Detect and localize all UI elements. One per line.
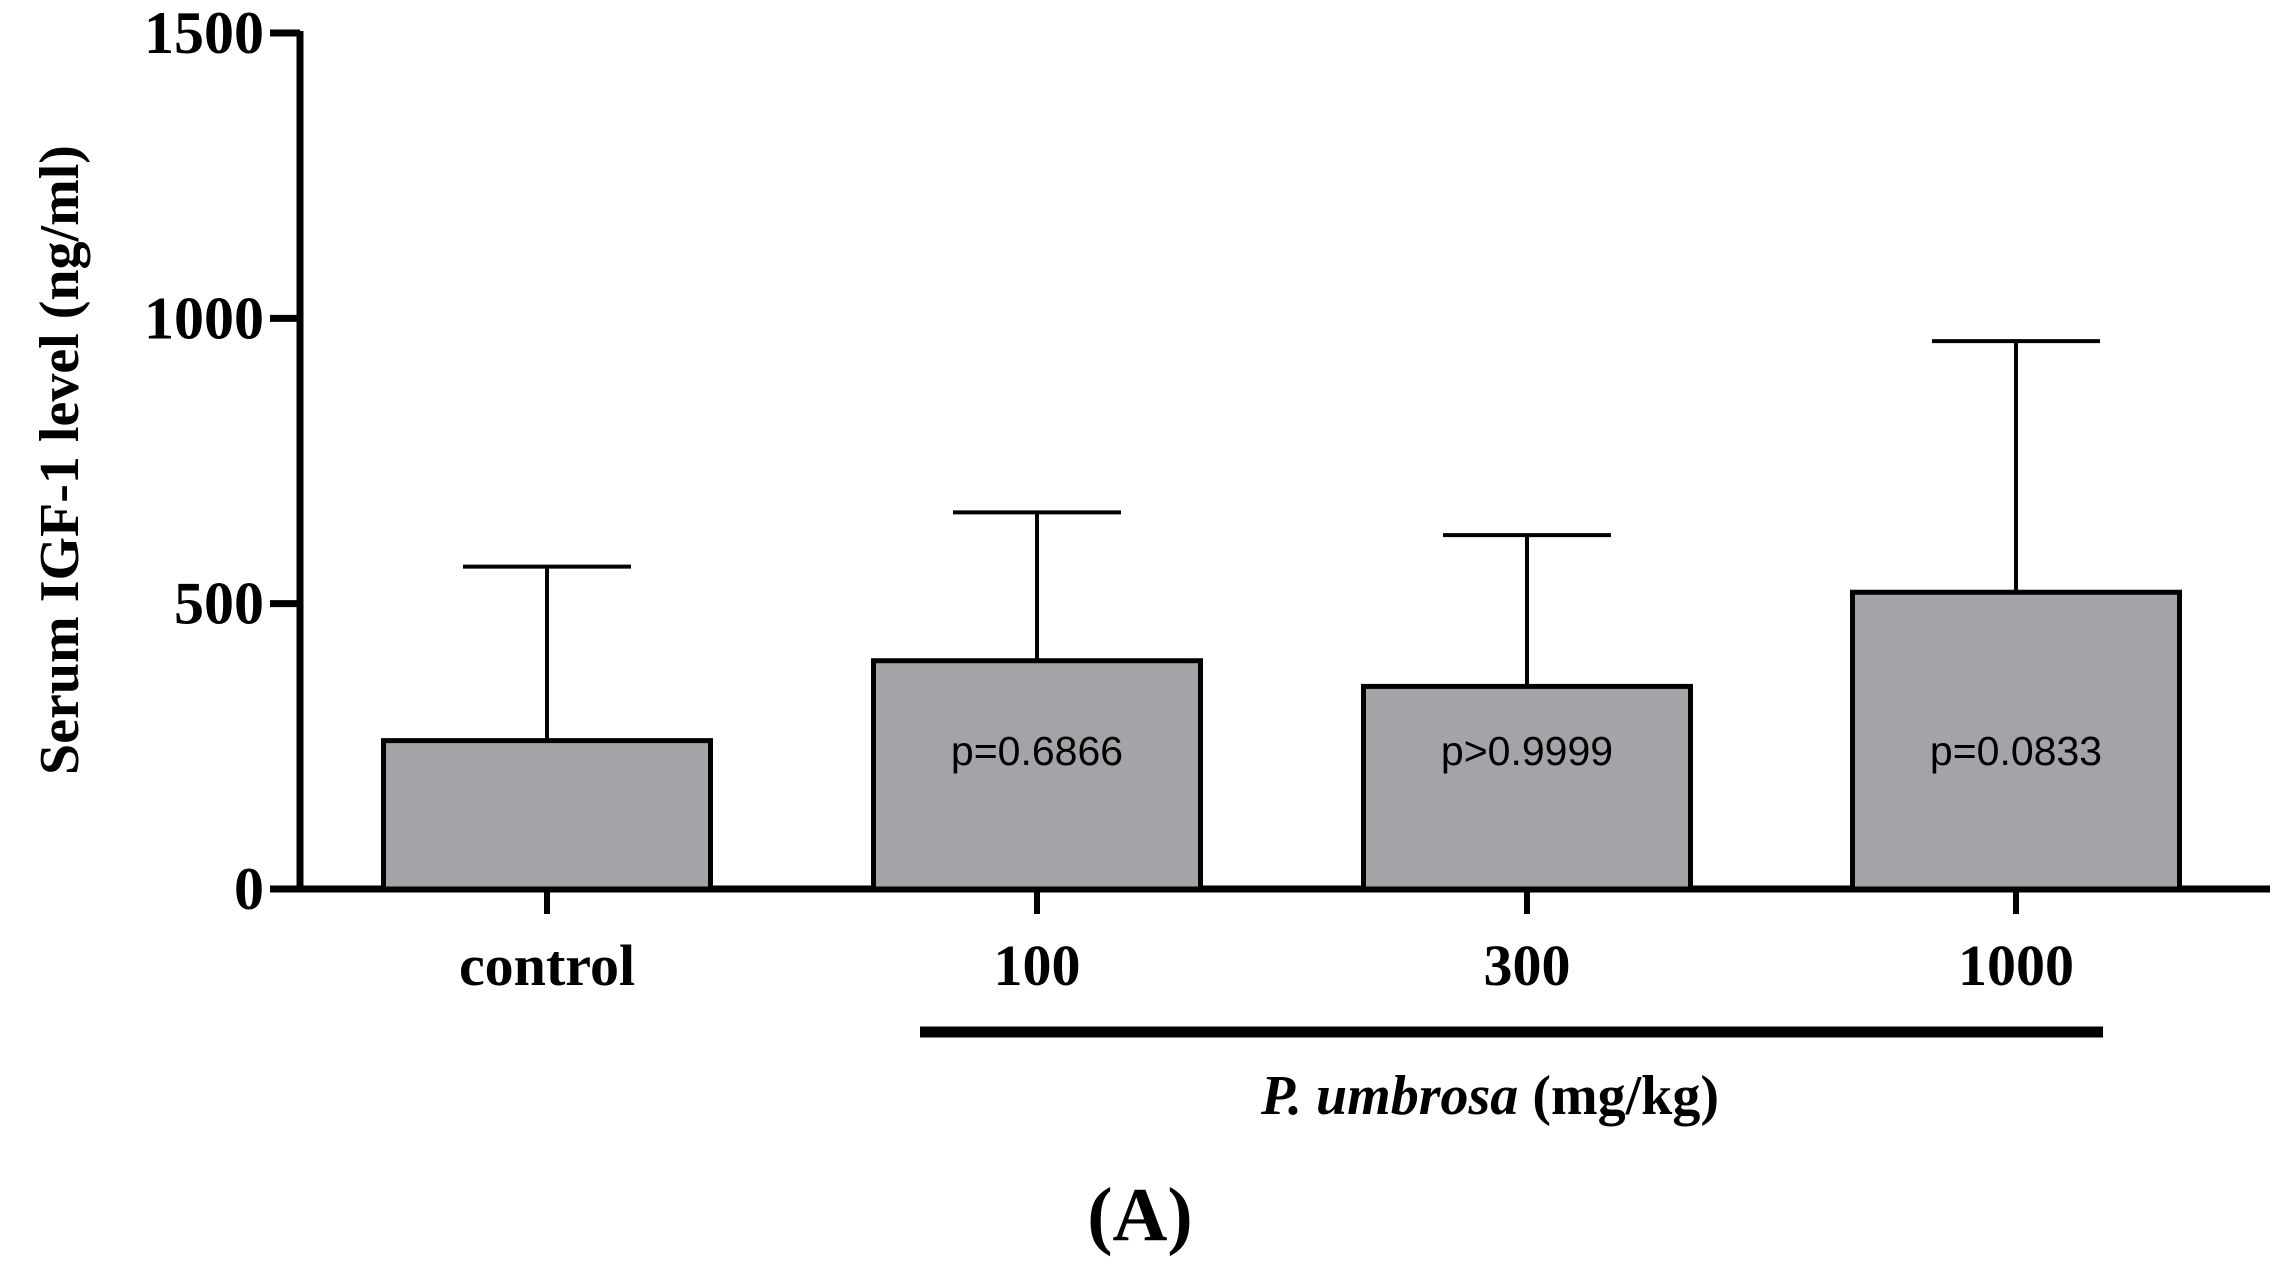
bar — [1850, 589, 2182, 892]
x-axis-label-unit: (mg/kg) — [1518, 1065, 1719, 1127]
x-tick-label: 300 — [1484, 933, 1571, 998]
x-axis-label: P. umbrosa (mg/kg) — [1260, 1065, 1719, 1127]
bar — [871, 658, 1203, 892]
y-tick-label: 0 — [234, 856, 264, 922]
y-axis-label: Serum IGF-1 level (ng/ml) — [29, 145, 91, 775]
y-tick-label: 1000 — [144, 285, 264, 351]
y-tick-label: 500 — [174, 571, 264, 637]
p-value-label: p>0.9999 — [1441, 728, 1613, 774]
y-tick-label: 1500 — [144, 0, 264, 66]
bar — [381, 738, 713, 892]
p-value-label: p=0.0833 — [1930, 728, 2102, 774]
x-tick-label: control — [459, 933, 635, 998]
x-tick-label: 100 — [994, 933, 1081, 998]
p-value-label: p=0.6866 — [951, 728, 1123, 774]
bar — [1361, 683, 1693, 892]
labels-group: Serum IGF-1 level (ng/ml) P. umbrosa (mg… — [29, 145, 1719, 1257]
x-tick-label: 1000 — [1958, 933, 2074, 998]
x-axis-label-italic: P. umbrosa — [1260, 1065, 1518, 1127]
bars-group: p=0.6866 p>0.9999 p=0.0833 — [381, 339, 2182, 892]
panel-label: (A) — [1087, 1173, 1193, 1257]
